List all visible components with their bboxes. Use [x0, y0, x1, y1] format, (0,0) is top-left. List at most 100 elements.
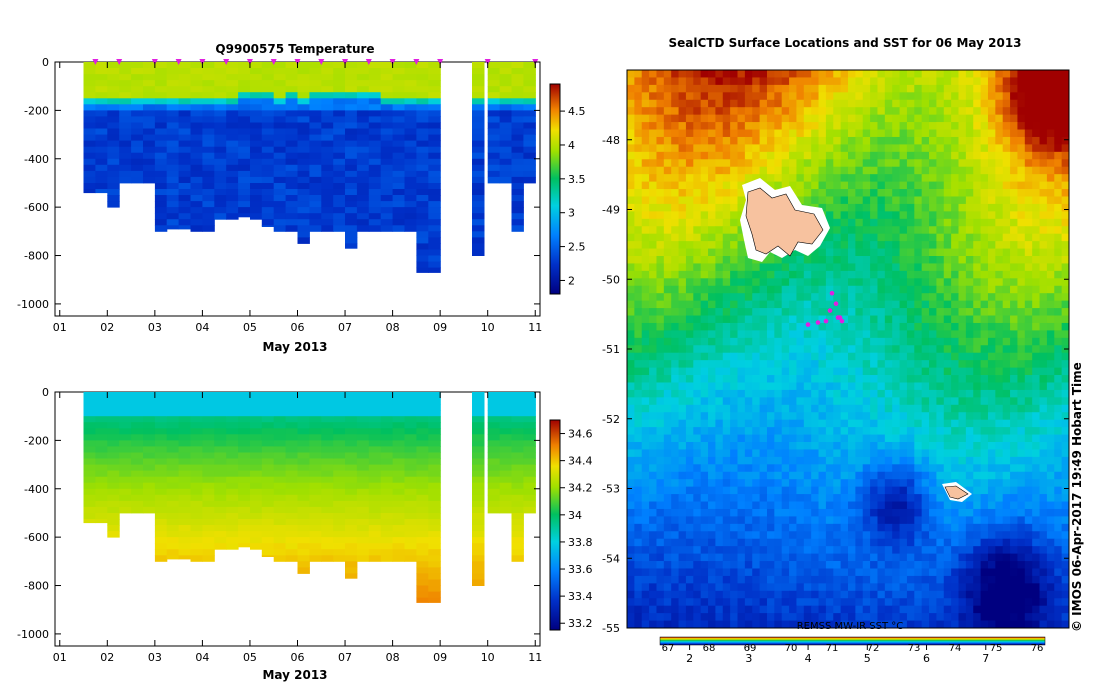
section-cell	[380, 195, 394, 202]
section-cell	[131, 422, 144, 429]
sst-cell	[870, 241, 878, 249]
section-cell	[380, 189, 394, 196]
section-cell	[119, 134, 132, 142]
sst-cell	[700, 248, 709, 257]
sst-cell	[951, 77, 959, 86]
sst-cell	[649, 434, 657, 443]
sst-cell	[1002, 159, 1011, 168]
section-cell	[261, 410, 275, 417]
sst-cell	[752, 345, 760, 354]
sst-cell	[965, 248, 974, 257]
sst-cell	[781, 263, 790, 272]
sst-cell	[980, 367, 989, 376]
sst-cell	[649, 166, 657, 175]
sst-cell	[995, 360, 1004, 368]
sst-cell	[943, 412, 952, 421]
section-cell	[261, 176, 275, 184]
sst-cell	[973, 352, 981, 361]
sst-cell	[884, 330, 893, 339]
sst-cell	[921, 233, 930, 242]
sst-cell	[811, 122, 819, 130]
sst-cell	[759, 300, 768, 309]
section-cell	[523, 98, 536, 105]
sst-cell	[1046, 211, 1055, 220]
section-cell	[83, 158, 96, 166]
section-cell	[261, 134, 275, 142]
sst-cell	[789, 315, 797, 324]
section-cell	[190, 176, 203, 184]
sst-cell	[737, 293, 746, 302]
sst-cell	[899, 129, 908, 138]
sst-cell	[685, 136, 694, 145]
section-cell	[202, 128, 215, 135]
sst-cell	[855, 352, 864, 361]
sst-cell	[1039, 270, 1048, 279]
sst-cell	[685, 129, 694, 138]
sst-cell	[722, 382, 731, 391]
section-cell	[131, 392, 144, 399]
section-cell	[472, 519, 485, 526]
sst-cell	[862, 300, 871, 309]
sst-cell	[663, 345, 672, 354]
sst-cell	[987, 427, 996, 435]
sst-cell	[840, 419, 849, 428]
section-cell	[285, 122, 298, 129]
profile-marker	[92, 59, 99, 65]
section-cell	[238, 176, 251, 184]
section-cell	[404, 416, 417, 423]
sst-cell	[848, 218, 856, 227]
section-cell	[95, 416, 108, 423]
section-cell	[154, 122, 168, 129]
sst-cell	[715, 92, 724, 101]
sst-cell	[656, 300, 665, 309]
sst-cell	[752, 367, 760, 376]
sst-cell	[796, 151, 805, 160]
section-cell	[154, 525, 168, 532]
sst-cell	[980, 196, 989, 205]
sst-cell	[627, 114, 635, 123]
sst-cell	[870, 181, 878, 190]
sst-cell	[958, 337, 967, 346]
sst-cell	[641, 151, 650, 160]
section-cell	[226, 86, 239, 93]
sst-cell	[671, 367, 679, 376]
sst-cell	[892, 151, 900, 160]
section-cell	[238, 513, 251, 520]
sst-cell	[951, 92, 959, 101]
sst-cell	[803, 397, 812, 406]
sst-cell	[1032, 427, 1040, 435]
sst-cell	[987, 330, 996, 339]
sst-cell	[921, 322, 930, 331]
sst-cell	[671, 315, 679, 324]
section-cell	[321, 494, 334, 502]
sst-cell	[722, 360, 731, 368]
section-cell	[428, 561, 441, 568]
sst-cell	[634, 122, 643, 130]
sst-cell	[789, 99, 797, 108]
section-cell	[472, 470, 485, 478]
section-cell	[95, 164, 108, 172]
sst-cell	[825, 159, 834, 168]
sst-cell	[715, 337, 724, 346]
sst-cell	[884, 412, 893, 421]
section-cell	[261, 140, 275, 148]
sst-cell	[715, 285, 724, 294]
section-cell	[356, 164, 370, 172]
sst-cell	[1054, 70, 1063, 78]
section-cell	[95, 404, 108, 411]
section-cell	[143, 116, 156, 123]
sst-cell	[870, 434, 878, 443]
x-tick-label: 07	[338, 321, 352, 334]
section-cell	[238, 476, 251, 484]
sst-cell	[641, 129, 650, 138]
sst-cell	[1061, 293, 1070, 302]
section-cell	[428, 146, 441, 154]
section-cell	[131, 92, 144, 99]
section-cell	[119, 164, 132, 172]
section-cell	[261, 80, 275, 87]
sst-cell	[671, 107, 679, 116]
sst-cell	[1039, 77, 1048, 86]
section-cell	[202, 164, 215, 172]
section-cell	[261, 74, 275, 81]
sst-cell	[1032, 285, 1040, 294]
